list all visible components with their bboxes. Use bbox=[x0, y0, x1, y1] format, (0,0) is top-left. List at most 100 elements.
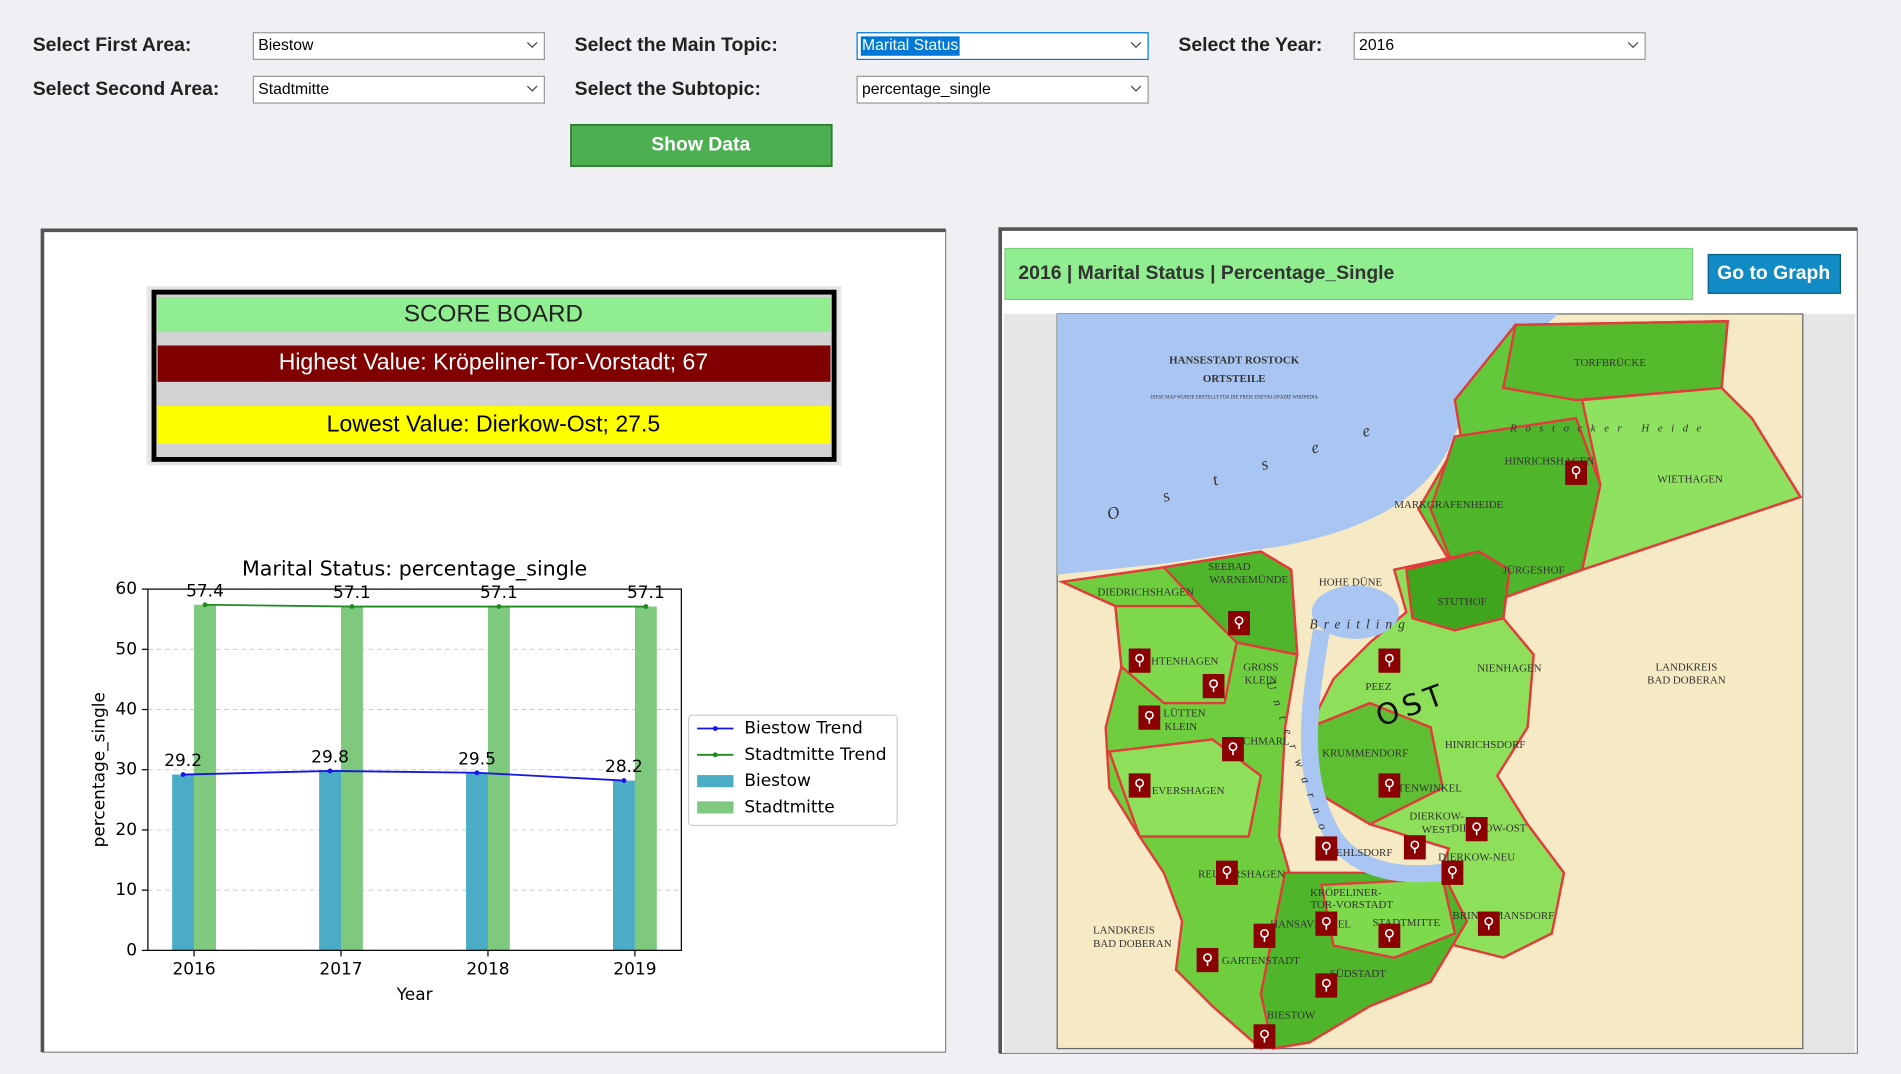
go-to-graph-button[interactable]: Go to Graph bbox=[1707, 253, 1841, 294]
map-label: LANDKREIS bbox=[1656, 661, 1718, 673]
select-value: Stadtmitte bbox=[258, 81, 329, 98]
select-box[interactable] bbox=[252, 75, 545, 104]
marker-box[interactable] bbox=[1315, 973, 1338, 998]
map-marker[interactable] bbox=[1253, 1024, 1276, 1049]
map-label: NIENHAGEN bbox=[1477, 663, 1541, 675]
marker-box[interactable] bbox=[1378, 923, 1401, 948]
map-label: SÜDSTADT bbox=[1330, 968, 1386, 980]
marker-box[interactable] bbox=[1196, 947, 1219, 973]
map-marker[interactable] bbox=[1441, 860, 1464, 885]
trend-point bbox=[180, 772, 186, 777]
map-marker[interactable] bbox=[1228, 610, 1250, 636]
marker-box[interactable] bbox=[1202, 673, 1225, 699]
plot-frame bbox=[147, 588, 682, 951]
map-marker[interactable] bbox=[1565, 460, 1587, 485]
show-data-button[interactable]: Show Data bbox=[570, 123, 833, 167]
select[interactable]: Stadtmitte bbox=[252, 75, 545, 104]
map-marker[interactable] bbox=[1196, 947, 1219, 973]
select-box[interactable] bbox=[252, 32, 545, 61]
map-marker[interactable] bbox=[1315, 836, 1338, 861]
marker-box[interactable] bbox=[1253, 923, 1276, 948]
trend-point bbox=[496, 604, 502, 610]
map-label: EVERSHAGEN bbox=[1152, 785, 1225, 797]
y-tick-label: 50 bbox=[115, 639, 137, 659]
data-label: 29.5 bbox=[458, 749, 496, 769]
map-marker[interactable] bbox=[1477, 911, 1500, 936]
select-box[interactable] bbox=[1353, 32, 1646, 61]
map-label: HINRICHSHAGEN bbox=[1505, 455, 1595, 467]
map-marker[interactable] bbox=[1253, 923, 1276, 948]
map-marker[interactable] bbox=[1128, 648, 1151, 673]
marker-box[interactable] bbox=[1128, 773, 1151, 798]
map-label: DIEDRICHSHAGEN bbox=[1098, 586, 1194, 598]
map-marker[interactable] bbox=[1465, 817, 1488, 842]
select[interactable]: Marital Status bbox=[856, 32, 1149, 61]
map-marker[interactable] bbox=[1315, 911, 1338, 936]
map-label: LICHTENHAGEN bbox=[1134, 655, 1219, 667]
bar bbox=[319, 770, 342, 951]
marker-box[interactable] bbox=[1477, 911, 1500, 936]
chart-title: Marital Status: percentage_single bbox=[242, 557, 587, 582]
map-label: Rostocker Heide bbox=[1509, 423, 1710, 435]
map-marker[interactable] bbox=[1216, 860, 1238, 885]
data-label: 57.1 bbox=[627, 583, 665, 603]
map-label: DIERKOW-OST bbox=[1451, 823, 1526, 835]
marker-box[interactable] bbox=[1128, 648, 1151, 673]
map-label: KLEIN bbox=[1245, 675, 1278, 687]
select[interactable]: 2016 bbox=[1353, 32, 1646, 61]
legend-swatch bbox=[712, 726, 718, 731]
data-label: 29.8 bbox=[311, 748, 349, 768]
marker-box[interactable] bbox=[1253, 1024, 1276, 1049]
select[interactable]: Biestow bbox=[252, 32, 545, 61]
trend-point bbox=[202, 602, 208, 608]
map-marker[interactable] bbox=[1378, 923, 1401, 948]
x-tick-label: 2016 bbox=[172, 960, 215, 980]
legend-box bbox=[688, 714, 898, 827]
marker-box[interactable] bbox=[1315, 836, 1338, 861]
label: Select the Subtopic: bbox=[575, 78, 761, 100]
map-marker[interactable] bbox=[1202, 673, 1225, 699]
district bbox=[1405, 550, 1511, 632]
legend-label: Stadtmitte Trend bbox=[744, 745, 886, 765]
map-title: HANSESTADT ROSTOCK bbox=[1169, 355, 1300, 367]
select-value: percentage_single bbox=[862, 81, 991, 98]
button-face[interactable] bbox=[1707, 253, 1841, 294]
marker-box[interactable] bbox=[1228, 610, 1250, 636]
marker-box[interactable] bbox=[1565, 460, 1587, 485]
map-header: 2016 | Marital Status | Percentage_Singl… bbox=[1018, 262, 1394, 284]
trend-point bbox=[621, 778, 627, 784]
map-label: DIERKOW- bbox=[1409, 811, 1464, 823]
marker-box[interactable] bbox=[1222, 737, 1244, 762]
map-marker[interactable] bbox=[1315, 973, 1338, 998]
map-marker[interactable] bbox=[1222, 737, 1244, 762]
map-marker[interactable] bbox=[1403, 835, 1426, 860]
marker-box[interactable] bbox=[1315, 911, 1338, 936]
marker-box[interactable] bbox=[1138, 705, 1161, 730]
x-tick-label: 2019 bbox=[613, 960, 656, 980]
marker-box[interactable] bbox=[1403, 835, 1426, 860]
trend-point bbox=[643, 604, 649, 610]
selection-highlight bbox=[860, 36, 960, 56]
highest-value: Highest Value: Kröpeliner-Tor-Vorstadt; … bbox=[279, 349, 708, 375]
map-marker[interactable] bbox=[1378, 773, 1401, 798]
legend-label: Biestow bbox=[744, 771, 811, 791]
marker-box[interactable] bbox=[1465, 817, 1488, 842]
marker-box[interactable] bbox=[1441, 860, 1464, 885]
data-label: 57.1 bbox=[480, 583, 518, 603]
bar bbox=[194, 604, 216, 951]
map-marker[interactable] bbox=[1378, 648, 1401, 673]
map-marker[interactable] bbox=[1138, 705, 1161, 730]
marker-box[interactable] bbox=[1378, 648, 1401, 673]
label: Select First Area: bbox=[33, 34, 192, 56]
marker-box[interactable] bbox=[1216, 860, 1238, 885]
button-face[interactable] bbox=[570, 123, 833, 167]
select-box[interactable] bbox=[856, 75, 1149, 104]
select[interactable]: percentage_single bbox=[856, 75, 1149, 104]
marker-box[interactable] bbox=[1378, 773, 1401, 798]
map-title: ORTSTEILE bbox=[1203, 373, 1266, 385]
y-tick-label: 60 bbox=[115, 579, 137, 599]
map-label: GROSS bbox=[1243, 661, 1278, 673]
map-marker[interactable] bbox=[1128, 773, 1151, 798]
trend-line bbox=[183, 770, 625, 782]
